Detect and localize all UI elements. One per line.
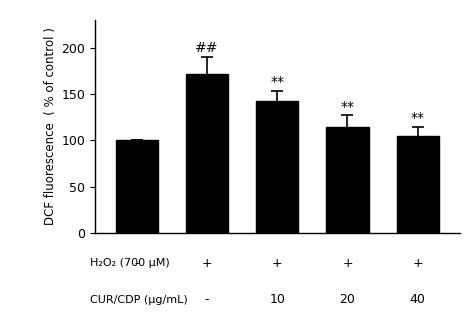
Text: +: + bbox=[412, 256, 423, 270]
Text: **: ** bbox=[410, 111, 425, 125]
Bar bbox=[256, 101, 298, 233]
Text: H₂O₂ (700 μM): H₂O₂ (700 μM) bbox=[90, 258, 170, 268]
Text: 40: 40 bbox=[410, 293, 426, 306]
Text: 10: 10 bbox=[269, 293, 285, 306]
Text: +: + bbox=[342, 256, 353, 270]
Text: ##: ## bbox=[195, 41, 219, 55]
Text: CUR/CDP (μg/mL): CUR/CDP (μg/mL) bbox=[90, 295, 188, 305]
Text: 20: 20 bbox=[339, 293, 356, 306]
Bar bbox=[186, 74, 228, 233]
Text: +: + bbox=[272, 256, 283, 270]
Text: **: ** bbox=[270, 76, 284, 90]
Y-axis label: DCF fluorescence  ( % of control ): DCF fluorescence ( % of control ) bbox=[44, 28, 57, 225]
Text: -: - bbox=[205, 293, 210, 306]
Text: **: ** bbox=[340, 100, 355, 114]
Bar bbox=[397, 136, 439, 233]
Bar bbox=[116, 141, 158, 233]
Text: -: - bbox=[135, 256, 139, 270]
Text: -: - bbox=[135, 293, 139, 306]
Text: +: + bbox=[202, 256, 212, 270]
Bar bbox=[327, 127, 369, 233]
